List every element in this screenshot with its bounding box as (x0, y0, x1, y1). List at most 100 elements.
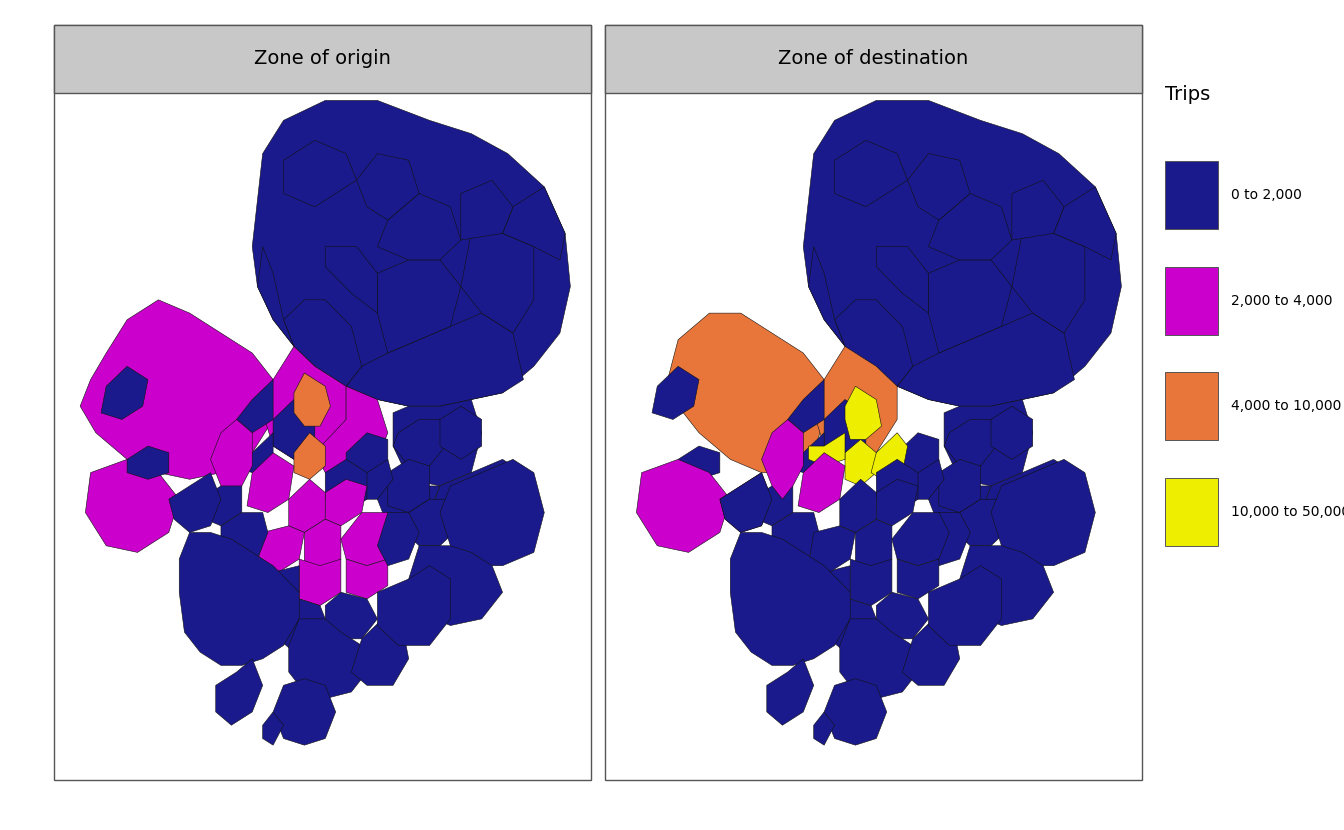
Polygon shape (813, 712, 835, 745)
Bar (605, 25, 1142, 93)
Polygon shape (898, 559, 939, 599)
Polygon shape (262, 712, 284, 745)
Polygon shape (730, 533, 851, 666)
Polygon shape (378, 193, 461, 260)
Text: 4,000 to 10,000: 4,000 to 10,000 (1231, 399, 1341, 413)
Polygon shape (798, 452, 845, 512)
Polygon shape (378, 566, 450, 646)
Polygon shape (981, 459, 1085, 553)
Polygon shape (809, 432, 845, 466)
Polygon shape (876, 247, 929, 313)
Polygon shape (258, 566, 300, 606)
Polygon shape (200, 486, 242, 526)
Polygon shape (351, 459, 392, 499)
Polygon shape (929, 472, 991, 533)
Polygon shape (314, 386, 388, 472)
Polygon shape (439, 459, 544, 566)
Polygon shape (929, 566, 1001, 646)
Polygon shape (325, 247, 378, 313)
Polygon shape (809, 526, 855, 573)
Polygon shape (273, 679, 336, 745)
Polygon shape (782, 599, 829, 639)
Polygon shape (284, 300, 362, 386)
Polygon shape (253, 100, 570, 406)
Polygon shape (813, 346, 898, 459)
Polygon shape (461, 233, 534, 333)
Polygon shape (804, 100, 1121, 406)
Polygon shape (851, 559, 892, 606)
Polygon shape (503, 187, 564, 260)
Polygon shape (289, 479, 325, 533)
Text: 0 to 2,000: 0 to 2,000 (1231, 188, 1302, 202)
Polygon shape (720, 472, 771, 533)
Polygon shape (929, 193, 1012, 260)
Polygon shape (341, 512, 398, 566)
Polygon shape (392, 419, 445, 466)
Polygon shape (679, 446, 720, 479)
Polygon shape (273, 399, 314, 459)
Polygon shape (430, 459, 534, 553)
Polygon shape (284, 140, 356, 207)
Text: 10,000 to 50,000: 10,000 to 50,000 (1231, 505, 1344, 519)
Bar (1165, 373, 1218, 440)
Polygon shape (809, 247, 845, 346)
Polygon shape (300, 559, 341, 606)
Polygon shape (262, 346, 347, 459)
Polygon shape (943, 419, 996, 466)
Polygon shape (86, 459, 179, 553)
Polygon shape (668, 313, 824, 472)
Polygon shape (652, 366, 699, 419)
Text: 2,000 to 4,000: 2,000 to 4,000 (1231, 294, 1333, 308)
Polygon shape (929, 260, 1012, 353)
Polygon shape (1054, 187, 1116, 260)
Polygon shape (991, 459, 1095, 566)
Polygon shape (762, 419, 804, 499)
Polygon shape (347, 559, 388, 599)
Polygon shape (325, 459, 367, 512)
Polygon shape (949, 499, 1012, 546)
Polygon shape (902, 619, 960, 686)
Polygon shape (325, 479, 367, 526)
Polygon shape (81, 300, 273, 479)
Polygon shape (258, 526, 304, 573)
Text: Zone of destination: Zone of destination (778, 50, 969, 68)
Polygon shape (871, 432, 907, 479)
Polygon shape (409, 546, 503, 626)
Polygon shape (845, 386, 882, 439)
Polygon shape (960, 546, 1054, 626)
Polygon shape (898, 432, 939, 486)
Polygon shape (720, 472, 771, 533)
Polygon shape (845, 439, 876, 486)
Polygon shape (211, 599, 262, 652)
Polygon shape (788, 379, 824, 432)
Polygon shape (356, 154, 419, 220)
Polygon shape (273, 599, 325, 652)
Polygon shape (216, 659, 262, 725)
Polygon shape (637, 459, 730, 553)
Polygon shape (231, 599, 278, 639)
Polygon shape (929, 512, 970, 566)
Polygon shape (179, 533, 300, 666)
Polygon shape (892, 512, 949, 566)
Polygon shape (782, 432, 824, 472)
Bar (54, 25, 591, 93)
Polygon shape (351, 619, 409, 686)
Polygon shape (876, 479, 918, 526)
Text: Trips: Trips (1165, 85, 1211, 105)
Polygon shape (439, 406, 481, 459)
Polygon shape (220, 512, 267, 566)
Polygon shape (751, 486, 793, 526)
Polygon shape (347, 432, 388, 486)
Bar (1165, 161, 1218, 229)
Polygon shape (767, 659, 813, 725)
Polygon shape (169, 472, 220, 533)
Polygon shape (392, 399, 481, 486)
Polygon shape (876, 459, 918, 512)
Polygon shape (835, 300, 913, 386)
Polygon shape (388, 459, 430, 512)
Polygon shape (1012, 233, 1085, 333)
Polygon shape (1012, 180, 1064, 240)
Polygon shape (840, 619, 918, 699)
Polygon shape (943, 399, 1032, 486)
Bar (1165, 478, 1218, 546)
